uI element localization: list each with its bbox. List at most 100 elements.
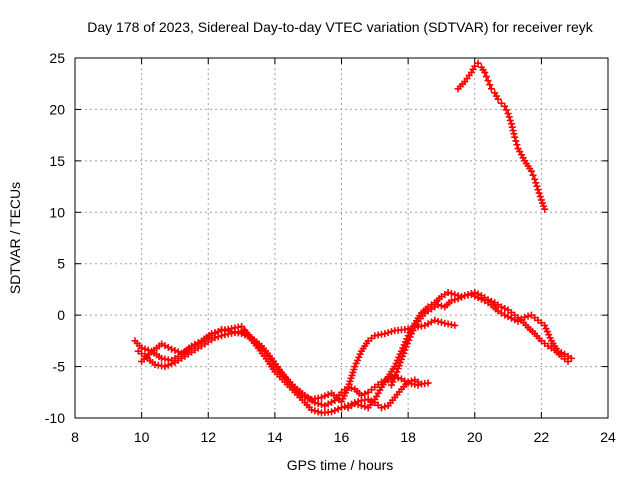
data-point-track-a [377,404,385,412]
data-point-track-e [393,368,401,376]
data-point-track-c [301,393,309,401]
data-points [131,59,575,417]
x-axis-label: GPS time / hours [287,457,394,473]
data-point-track-e [406,333,414,341]
data-point-track-f [504,110,512,118]
y-tick-label: -10 [45,410,65,426]
data-point-track-f [508,123,516,131]
data-point-track-f [541,205,549,213]
data-point-track-a [328,408,336,416]
data-point-track-d [351,400,359,408]
data-point-track-f [533,182,541,190]
data-point-track-e [524,312,532,320]
data-point-track-f [505,113,513,121]
data-point-track-f [484,77,492,85]
x-tick-label: 20 [467,429,483,445]
data-point-track-f [534,186,542,194]
data-point-track-a [311,407,319,415]
data-point-track-c [431,316,439,324]
data-point-track-c [384,329,392,337]
data-point-track-e [389,378,397,386]
data-point-track-a [381,403,389,411]
grid-layer [75,58,608,418]
data-point-track-b [168,360,176,368]
y-tick-label: 0 [57,307,65,323]
x-tick-label: 16 [334,429,350,445]
data-point-track-f [481,68,489,76]
data-point-track-b [318,401,326,409]
data-point-track-c [321,392,329,400]
data-point-track-d [447,290,455,298]
data-point-track-e [402,343,410,351]
data-point-track-d [354,401,362,409]
data-point-track-a [314,408,322,416]
plot-frame [74,57,609,419]
data-point-track-f [535,189,543,197]
data-point-track-c [304,394,312,402]
data-point-track-c [381,330,389,338]
x-tick-label: 14 [267,429,283,445]
data-point-track-f [507,120,515,128]
data-point-track-f [487,85,495,93]
y-tick-label: -5 [53,359,66,375]
data-point-track-c [434,317,442,325]
y-tick-label: 10 [49,204,65,220]
data-point-track-c [168,345,176,353]
data-point-track-e [434,301,442,309]
data-point-track-f [510,130,518,138]
data-point-track-e [567,354,575,362]
data-point-track-e [437,302,445,310]
x-tick-label: 12 [200,429,216,445]
data-point-track-b [414,381,422,389]
data-point-track-f [509,127,517,135]
data-point-track-c [387,328,395,336]
x-tick-label: 10 [134,429,150,445]
data-point-track-e [401,346,409,354]
data-point-track-b [361,390,369,398]
data-point-track-f [482,73,490,81]
data-point-track-e [390,375,398,383]
x-tick-label: 8 [71,429,79,445]
data-point-track-f [501,102,509,110]
data-point-track-c [171,346,179,354]
data-point-track-f [527,167,535,175]
data-point-track-d [361,403,369,411]
data-point-track-a [338,404,345,412]
data-point-track-f [531,175,539,183]
x-tick-label: 22 [534,429,550,445]
y-tick-label: 15 [49,153,65,169]
data-point-track-c [451,321,459,329]
x-tick-label: 18 [400,429,416,445]
data-point-track-e [457,293,465,301]
data-point-track-a [141,345,149,353]
data-point-track-b [161,363,169,371]
x-tick-label: 24 [600,429,616,445]
data-point-track-e [521,313,529,321]
data-point-track-f [486,81,494,89]
data-point-track-f [532,179,540,187]
y-tick-label: 25 [49,50,65,66]
data-point-track-c [298,391,306,399]
data-point-track-b [218,332,226,340]
data-point-track-a [308,406,316,414]
data-point-track-b [347,384,355,392]
data-point-track-e [477,295,485,303]
y-axis-label: SDTVAR / TECUs [7,182,23,294]
data-point-track-f [529,171,537,179]
y-tick-label: 5 [57,256,65,272]
data-point-track-a [334,405,342,413]
data-point-track-f [536,193,544,201]
data-point-track-f [494,95,502,103]
data-point-track-b [164,361,172,369]
data-point-track-c [241,331,249,339]
data-point-track-e [447,297,455,305]
data-point-track-e [391,371,399,379]
data-point-track-e [451,296,459,304]
data-point-track-e [405,336,413,344]
data-point-track-d [501,304,509,312]
data-point-track-c [318,393,326,401]
data-point-track-c [437,318,445,326]
chart-title: Day 178 of 2023, Sidereal Day-to-day VTE… [87,19,593,35]
data-point-track-d [444,289,452,297]
